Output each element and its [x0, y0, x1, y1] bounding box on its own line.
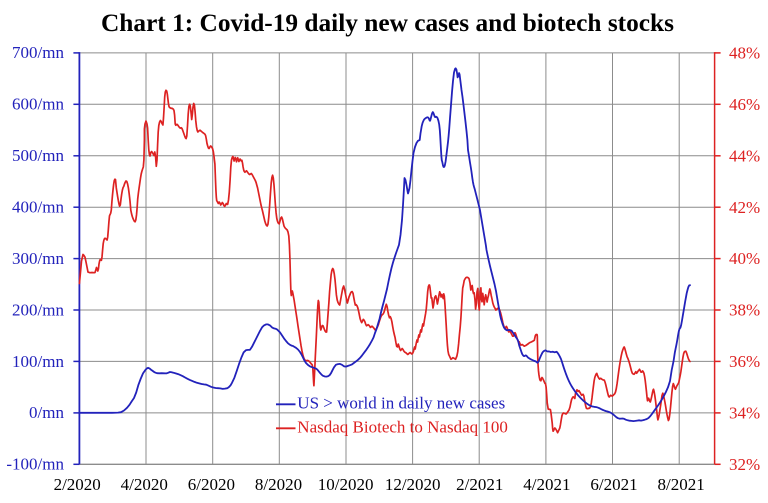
svg-text:38%: 38%	[729, 301, 760, 320]
svg-text:40%: 40%	[729, 249, 760, 268]
svg-text:700/mn: 700/mn	[12, 43, 64, 62]
svg-text:46%: 46%	[729, 95, 760, 114]
svg-text:200/mn: 200/mn	[12, 300, 64, 319]
svg-text:6/2020: 6/2020	[188, 475, 235, 494]
svg-text:44%: 44%	[729, 146, 760, 165]
svg-text:US > world in daily new cases: US > world in daily new cases	[297, 394, 505, 413]
svg-text:600/mn: 600/mn	[12, 95, 64, 114]
svg-text:0/mn: 0/mn	[29, 403, 64, 422]
svg-text:8/2020: 8/2020	[255, 475, 302, 494]
svg-text:34%: 34%	[729, 404, 760, 423]
svg-text:Nasdaq Biotech to Nasdaq 100: Nasdaq Biotech to Nasdaq 100	[297, 418, 508, 437]
svg-text:2/2021: 2/2021	[456, 475, 503, 494]
svg-text:8/2021: 8/2021	[657, 475, 704, 494]
svg-text:42%: 42%	[729, 198, 760, 217]
svg-text:100/mn: 100/mn	[12, 352, 64, 371]
svg-text:4/2021: 4/2021	[523, 475, 570, 494]
svg-text:2/2020: 2/2020	[54, 475, 101, 494]
svg-text:6/2021: 6/2021	[590, 475, 637, 494]
svg-text:4/2020: 4/2020	[121, 475, 168, 494]
svg-text:32%: 32%	[729, 455, 760, 474]
svg-text:36%: 36%	[729, 352, 760, 371]
svg-text:400/mn: 400/mn	[12, 198, 64, 217]
svg-text:10/2020: 10/2020	[318, 475, 374, 494]
svg-text:300/mn: 300/mn	[12, 249, 64, 268]
svg-text:Chart 1: Covid-19 daily new ca: Chart 1: Covid-19 daily new cases and bi…	[101, 9, 674, 37]
svg-text:500/mn: 500/mn	[12, 146, 64, 165]
svg-text:12/2020: 12/2020	[385, 475, 441, 494]
svg-text:-100/mn: -100/mn	[6, 455, 64, 474]
svg-text:48%: 48%	[729, 44, 760, 63]
